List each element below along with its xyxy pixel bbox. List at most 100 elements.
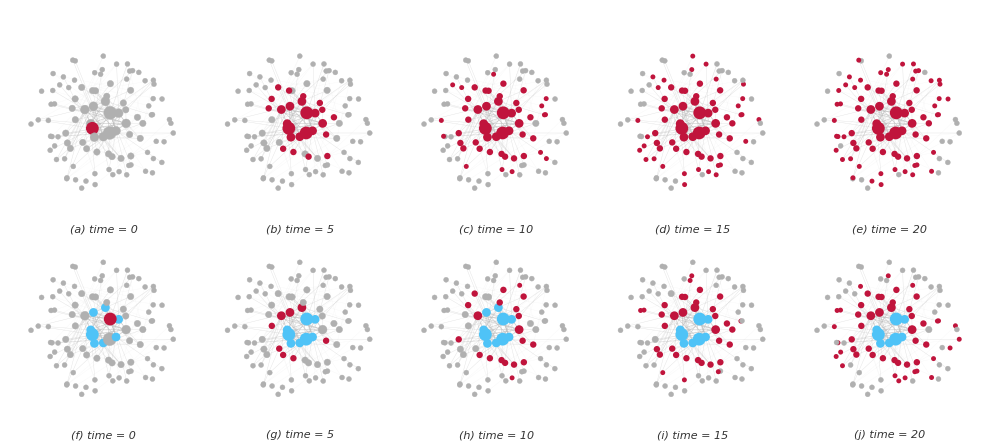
Circle shape <box>307 172 312 177</box>
Circle shape <box>641 144 646 148</box>
Circle shape <box>348 284 353 289</box>
Circle shape <box>850 140 857 146</box>
Circle shape <box>652 130 658 136</box>
Circle shape <box>761 337 766 342</box>
Circle shape <box>710 100 716 106</box>
Circle shape <box>688 338 697 347</box>
Circle shape <box>643 157 648 162</box>
Circle shape <box>858 96 864 102</box>
Circle shape <box>507 268 512 273</box>
Circle shape <box>333 70 338 75</box>
Circle shape <box>89 87 95 94</box>
Circle shape <box>232 117 237 122</box>
Circle shape <box>945 160 950 165</box>
Circle shape <box>547 139 552 144</box>
Circle shape <box>56 134 61 139</box>
Circle shape <box>529 70 534 75</box>
Circle shape <box>741 156 746 161</box>
Circle shape <box>698 360 705 366</box>
Circle shape <box>852 291 857 296</box>
Circle shape <box>732 78 737 83</box>
Circle shape <box>859 177 864 182</box>
Circle shape <box>740 319 745 323</box>
Circle shape <box>232 323 237 329</box>
Circle shape <box>679 87 685 94</box>
Circle shape <box>714 172 719 177</box>
Circle shape <box>679 294 685 300</box>
Circle shape <box>928 284 933 289</box>
Circle shape <box>86 326 95 334</box>
Circle shape <box>872 328 885 341</box>
Circle shape <box>687 72 692 77</box>
Circle shape <box>670 311 679 320</box>
Circle shape <box>749 366 754 371</box>
Circle shape <box>136 276 141 281</box>
Circle shape <box>856 264 861 269</box>
Circle shape <box>61 280 66 286</box>
Circle shape <box>457 382 462 387</box>
Circle shape <box>520 275 525 280</box>
Circle shape <box>564 337 569 342</box>
Circle shape <box>751 139 756 144</box>
Circle shape <box>659 58 664 62</box>
Circle shape <box>261 176 266 181</box>
Circle shape <box>347 112 352 117</box>
Circle shape <box>105 357 112 363</box>
Circle shape <box>675 328 688 341</box>
Circle shape <box>458 175 463 180</box>
Circle shape <box>340 78 345 83</box>
Circle shape <box>536 375 541 380</box>
Circle shape <box>717 153 724 159</box>
Circle shape <box>304 81 310 87</box>
Circle shape <box>518 62 523 66</box>
Circle shape <box>442 308 447 313</box>
Circle shape <box>520 153 527 159</box>
Circle shape <box>656 351 663 358</box>
Circle shape <box>250 363 255 368</box>
Text: (a) time = 0: (a) time = 0 <box>70 224 137 234</box>
Circle shape <box>245 102 250 107</box>
Circle shape <box>125 268 130 272</box>
Circle shape <box>893 287 900 293</box>
Circle shape <box>324 87 331 93</box>
Circle shape <box>900 62 905 66</box>
Circle shape <box>653 140 660 146</box>
Circle shape <box>259 130 265 136</box>
Circle shape <box>315 155 321 162</box>
Circle shape <box>939 345 944 350</box>
Circle shape <box>348 156 353 161</box>
Circle shape <box>127 293 134 300</box>
Circle shape <box>450 82 455 87</box>
Circle shape <box>729 326 736 333</box>
Circle shape <box>244 354 249 359</box>
Circle shape <box>334 135 340 142</box>
Circle shape <box>704 268 709 273</box>
Circle shape <box>945 303 950 308</box>
Circle shape <box>466 384 471 389</box>
Circle shape <box>363 117 368 122</box>
Circle shape <box>936 96 941 101</box>
Circle shape <box>668 186 673 190</box>
Circle shape <box>150 112 155 117</box>
Circle shape <box>493 67 497 72</box>
Circle shape <box>48 354 53 359</box>
Circle shape <box>914 87 920 93</box>
Circle shape <box>865 84 871 90</box>
Circle shape <box>673 179 678 183</box>
Circle shape <box>890 93 896 100</box>
Circle shape <box>870 385 875 390</box>
Circle shape <box>364 121 369 126</box>
Circle shape <box>454 74 459 79</box>
Text: (b) time = 5: (b) time = 5 <box>266 224 334 234</box>
Circle shape <box>932 310 937 315</box>
Circle shape <box>480 119 489 128</box>
Circle shape <box>289 171 294 176</box>
Circle shape <box>72 264 77 269</box>
Circle shape <box>61 74 66 79</box>
Circle shape <box>718 163 723 167</box>
Circle shape <box>465 117 472 123</box>
Circle shape <box>79 139 86 146</box>
Circle shape <box>904 361 911 368</box>
Circle shape <box>146 310 151 315</box>
Circle shape <box>48 134 53 139</box>
